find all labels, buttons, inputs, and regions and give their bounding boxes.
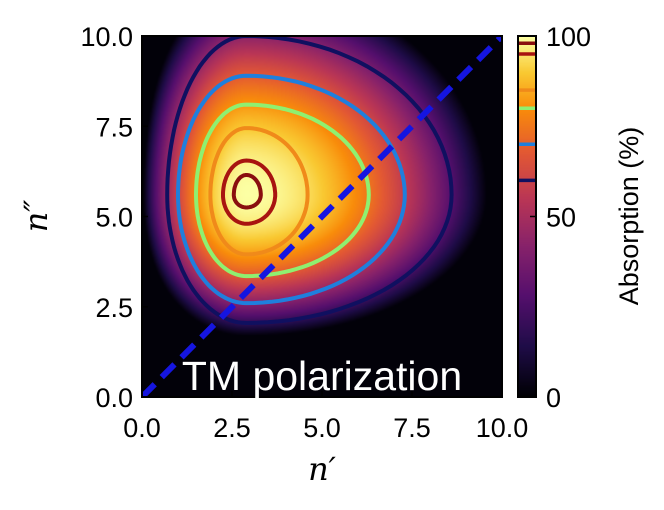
colorbar-contour-marks [518, 41, 536, 183]
contour-line-98 [231, 173, 263, 210]
y-axis-ticks: 0.0 2.5 5.0 7.5 10.0 [80, 22, 148, 413]
colorbar-tick-label: 100 [546, 22, 591, 52]
x-tick-label: 7.5 [393, 413, 431, 443]
y-tick-label: 10.0 [80, 22, 133, 52]
y-axis-label: n″ [17, 200, 55, 233]
colorbar-label: Absorption (%) [614, 127, 644, 306]
colorbar-gradient [518, 36, 536, 397]
y-tick-label: 2.5 [95, 293, 133, 323]
contour-line-70 [175, 73, 407, 306]
contour-line-85 [208, 126, 310, 257]
colorbar-tick-label: 50 [546, 203, 576, 233]
colorbar-tick-label: 0 [546, 383, 561, 413]
contour-line-60 [165, 36, 454, 326]
x-axis-ticks: 0.0 2.5 5.0 7.5 10.0 [123, 391, 528, 443]
x-axis-label: n′ [308, 450, 337, 488]
dashed-reference-line [142, 36, 502, 397]
y-tick-label: 5.0 [95, 203, 133, 233]
contour-line-80 [193, 102, 371, 279]
x-tick-label: 2.5 [213, 413, 251, 443]
x-tick-label: 5.0 [303, 413, 341, 443]
y-tick-label: 0.0 [95, 383, 133, 413]
y-tick-label: 7.5 [95, 112, 133, 142]
contour-line-95 [221, 158, 278, 226]
x-tick-label: 0.0 [123, 413, 161, 443]
contour-layer [165, 36, 454, 326]
x-tick-label: 10.0 [476, 413, 529, 443]
colorbar-ticks: 0 50 100 [530, 22, 591, 413]
